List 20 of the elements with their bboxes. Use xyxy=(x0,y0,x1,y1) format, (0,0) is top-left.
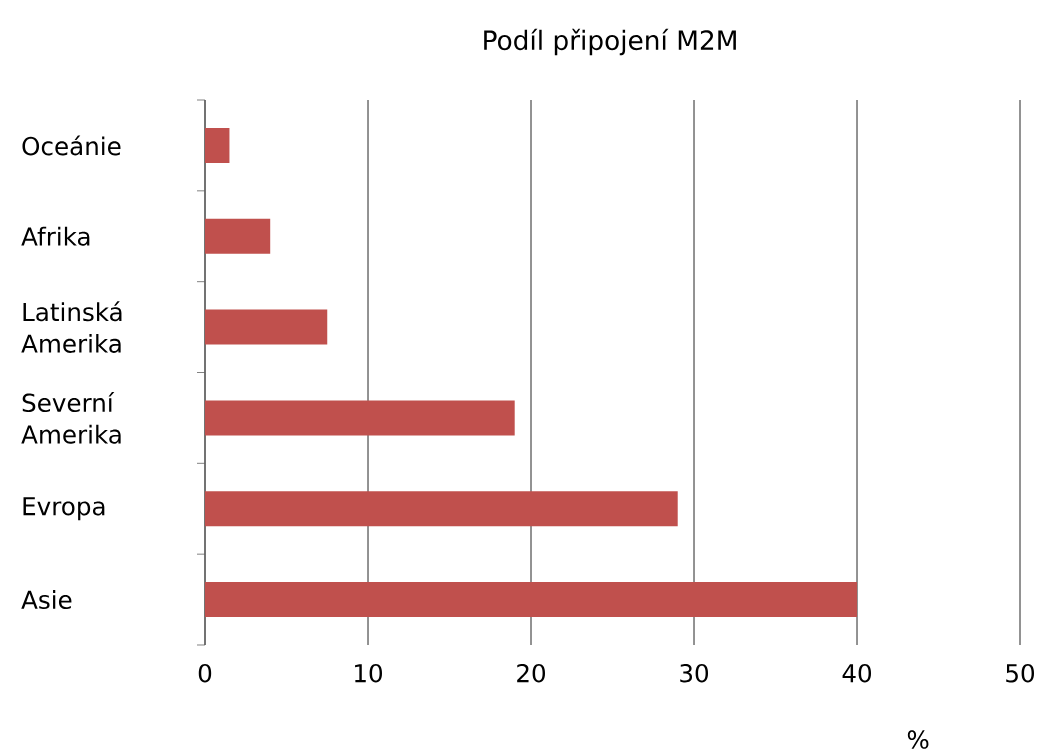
y-tick-label: Asie xyxy=(21,590,72,610)
chart-title: Podíl připojení M2M xyxy=(484,28,736,56)
y-tick-label: Afrika xyxy=(21,226,90,246)
x-axis-title: % xyxy=(907,730,929,749)
y-tick-label: Oceánie xyxy=(22,135,121,156)
bar xyxy=(205,582,858,618)
bar xyxy=(205,309,328,345)
bar xyxy=(205,218,271,254)
x-tick-label: 0 xyxy=(198,663,212,683)
bar xyxy=(205,491,678,527)
x-tick-label: 20 xyxy=(517,663,545,683)
x-tick-label: 40 xyxy=(842,663,872,683)
x-tick-label: 50 xyxy=(1006,663,1035,683)
x-tick-label: 30 xyxy=(680,663,708,683)
bar xyxy=(205,127,230,163)
y-tick-label: Severní Amerika xyxy=(21,392,121,444)
x-tick-label: 10 xyxy=(355,663,382,683)
y-tick-label: Latinská Amerika xyxy=(21,301,122,353)
bar xyxy=(205,400,515,436)
y-tick-label: Evropa xyxy=(23,497,105,521)
